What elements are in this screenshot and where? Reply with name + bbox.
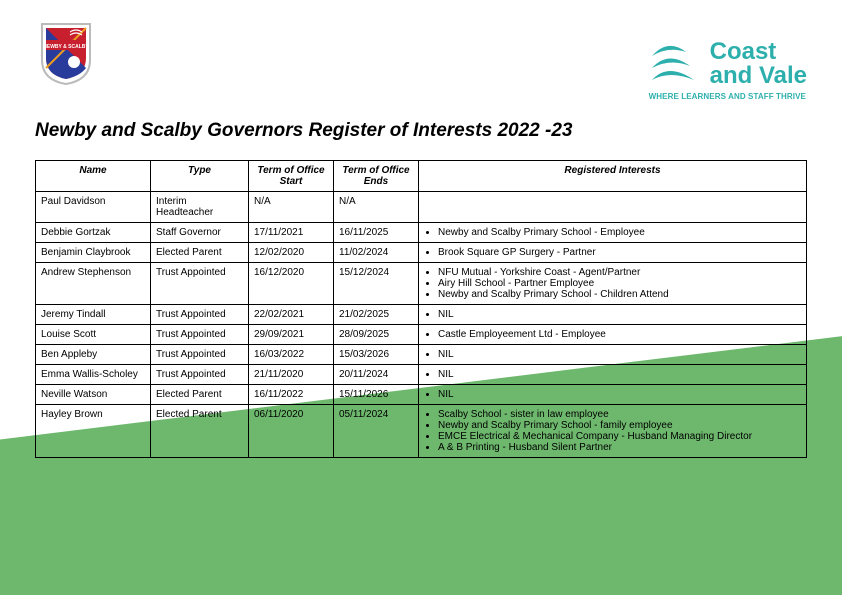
interest-item: Newby and Scalby Primary School - Childr… <box>438 289 801 300</box>
cell-interests: NIL <box>419 305 807 325</box>
col-start: Term of Office Start <box>249 161 334 192</box>
cell-end: N/A <box>334 192 419 223</box>
cell-type: Elected Parent <box>151 405 249 458</box>
page-title: Newby and Scalby Governors Register of I… <box>35 120 572 142</box>
cell-interests: NIL <box>419 345 807 365</box>
cell-interests <box>419 192 807 223</box>
cell-start: 17/11/2021 <box>249 223 334 243</box>
brand-line2: and Vale <box>710 64 807 88</box>
cell-type: Trust Appointed <box>151 365 249 385</box>
interest-item: Airy Hill School - Partner Employee <box>438 278 801 289</box>
interest-item: Newby and Scalby Primary School - Employ… <box>438 227 801 238</box>
svg-text:NEWBY & SCALBY: NEWBY & SCALBY <box>43 44 89 50</box>
cell-name: Emma Wallis-Scholey <box>36 365 151 385</box>
interest-item: NIL <box>438 369 801 380</box>
col-end: Term of Office Ends <box>334 161 419 192</box>
interest-item: Newby and Scalby Primary School - family… <box>438 420 801 431</box>
cell-name: Paul Davidson <box>36 192 151 223</box>
cell-type: Trust Appointed <box>151 345 249 365</box>
interest-item: NIL <box>438 389 801 400</box>
table-row: Jeremy TindallTrust Appointed22/02/20212… <box>36 305 807 325</box>
cell-end: 05/11/2024 <box>334 405 419 458</box>
cell-type: Interim Headteacher <box>151 192 249 223</box>
cell-end: 21/02/2025 <box>334 305 419 325</box>
cell-start: 16/03/2022 <box>249 345 334 365</box>
cell-interests: Castle Employeement Ltd - Employee <box>419 325 807 345</box>
brand-text: Coast and Vale <box>710 40 807 88</box>
cell-start: 29/09/2021 <box>249 325 334 345</box>
cell-name: Neville Watson <box>36 385 151 405</box>
cell-interests: Scalby School - sister in law employeeNe… <box>419 405 807 458</box>
cell-interests: NIL <box>419 365 807 385</box>
cell-name: Debbie Gortzak <box>36 223 151 243</box>
cell-start: N/A <box>249 192 334 223</box>
cell-end: 28/09/2025 <box>334 325 419 345</box>
table-row: Hayley BrownElected Parent06/11/202005/1… <box>36 405 807 458</box>
cell-start: 16/11/2022 <box>249 385 334 405</box>
table-row: Ben ApplebyTrust Appointed16/03/202215/0… <box>36 345 807 365</box>
table-row: Paul DavidsonInterim HeadteacherN/AN/A <box>36 192 807 223</box>
cell-start: 22/02/2021 <box>249 305 334 325</box>
cell-name: Andrew Stephenson <box>36 263 151 305</box>
cell-type: Trust Appointed <box>151 325 249 345</box>
cell-interests: Newby and Scalby Primary School - Employ… <box>419 223 807 243</box>
cell-interests: Brook Square GP Surgery - Partner <box>419 243 807 263</box>
cell-end: 11/02/2024 <box>334 243 419 263</box>
cell-name: Jeremy Tindall <box>36 305 151 325</box>
wave-icon <box>648 42 704 86</box>
table-row: Andrew StephensonTrust Appointed16/12/20… <box>36 263 807 305</box>
interest-item: NFU Mutual - Yorkshire Coast - Agent/Par… <box>438 267 801 278</box>
cell-start: 12/02/2020 <box>249 243 334 263</box>
cell-start: 21/11/2020 <box>249 365 334 385</box>
interests-table: Name Type Term of Office Start Term of O… <box>35 160 807 458</box>
school-shield-logo: NEWBY & SCALBY <box>40 22 92 86</box>
cell-end: 20/11/2024 <box>334 365 419 385</box>
cell-name: Louise Scott <box>36 325 151 345</box>
cell-name: Benjamin Claybrook <box>36 243 151 263</box>
interest-item: NIL <box>438 349 801 360</box>
table-row: Louise ScottTrust Appointed29/09/202128/… <box>36 325 807 345</box>
cell-end: 15/11/2026 <box>334 385 419 405</box>
cell-start: 06/11/2020 <box>249 405 334 458</box>
col-interests: Registered Interests <box>419 161 807 192</box>
brand-line1: Coast <box>710 40 807 64</box>
cell-end: 15/12/2024 <box>334 263 419 305</box>
table-row: Benjamin ClaybrookElected Parent12/02/20… <box>36 243 807 263</box>
interest-item: Castle Employeement Ltd - Employee <box>438 329 801 340</box>
cell-type: Staff Governor <box>151 223 249 243</box>
table-row: Debbie GortzakStaff Governor17/11/202116… <box>36 223 807 243</box>
cell-type: Elected Parent <box>151 243 249 263</box>
table-header-row: Name Type Term of Office Start Term of O… <box>36 161 807 192</box>
table-row: Emma Wallis-ScholeyTrust Appointed21/11/… <box>36 365 807 385</box>
cell-type: Elected Parent <box>151 385 249 405</box>
col-type: Type <box>151 161 249 192</box>
table-row: Neville WatsonElected Parent16/11/202215… <box>36 385 807 405</box>
cell-type: Trust Appointed <box>151 263 249 305</box>
interest-item: Brook Square GP Surgery - Partner <box>438 247 801 258</box>
interest-item: Scalby School - sister in law employee <box>438 409 801 420</box>
cell-end: 16/11/2025 <box>334 223 419 243</box>
cell-name: Ben Appleby <box>36 345 151 365</box>
cell-start: 16/12/2020 <box>249 263 334 305</box>
brand-tagline: WHERE LEARNERS AND STAFF THRIVE <box>648 92 807 101</box>
cell-end: 15/03/2026 <box>334 345 419 365</box>
cell-interests: NIL <box>419 385 807 405</box>
cell-name: Hayley Brown <box>36 405 151 458</box>
coast-and-vale-logo: Coast and Vale WHERE LEARNERS AND STAFF … <box>648 40 807 101</box>
col-name: Name <box>36 161 151 192</box>
interest-item: A & B Printing - Husband Silent Partner <box>438 442 801 453</box>
interest-item: NIL <box>438 309 801 320</box>
cell-interests: NFU Mutual - Yorkshire Coast - Agent/Par… <box>419 263 807 305</box>
cell-type: Trust Appointed <box>151 305 249 325</box>
interest-item: EMCE Electrical & Mechanical Company - H… <box>438 431 801 442</box>
